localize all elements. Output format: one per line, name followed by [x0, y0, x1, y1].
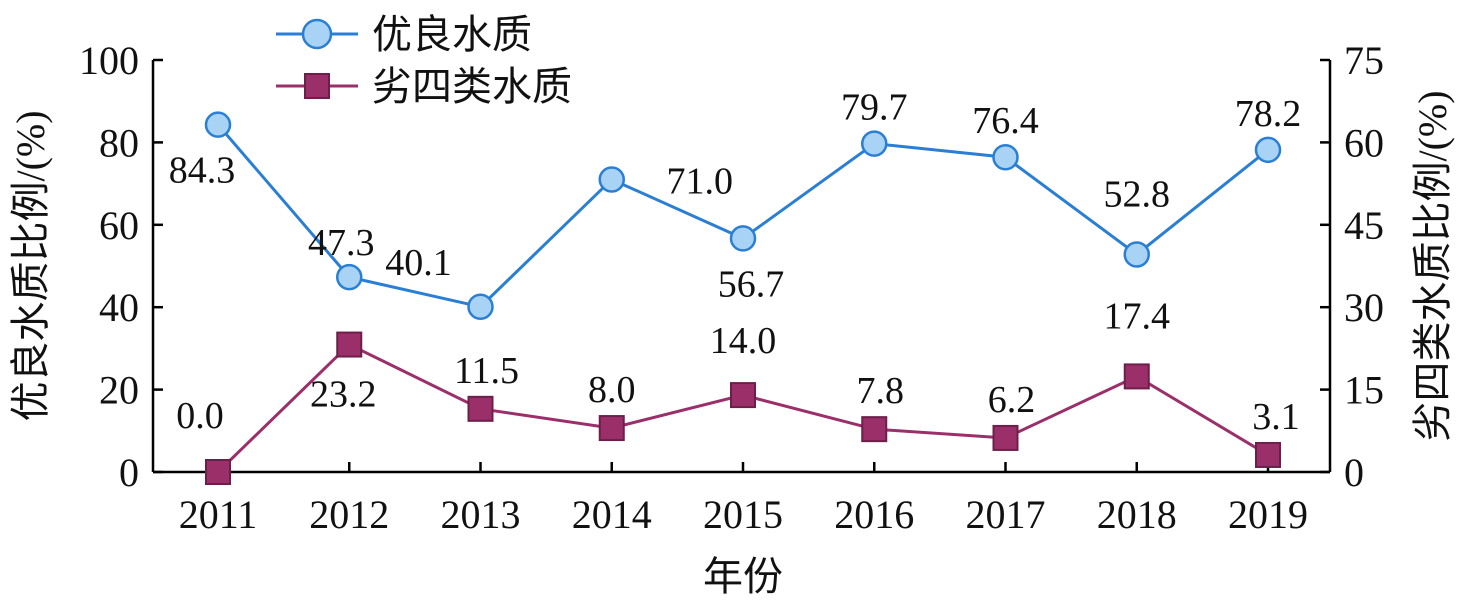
legend: 优良水质 劣四类水质: [276, 12, 572, 109]
data-point: [1123, 363, 1150, 390]
data-label: 79.7: [841, 87, 908, 129]
left-y-tick-label: 60: [99, 203, 139, 248]
data-label: 40.1: [385, 242, 452, 284]
data-label: 17.4: [1104, 295, 1171, 337]
x-tick-label: 2019: [1228, 492, 1308, 537]
right-y-tick-label: 30: [1344, 285, 1384, 330]
data-point: [598, 415, 625, 442]
series-layer: 84.3 47.3 40.1 71.0 56.7 79.7 76.4 52.8 78.2 0.0 2…: [169, 87, 1302, 485]
left-y-tick-label: 20: [99, 368, 139, 413]
legend-marker-good-quality: [301, 18, 333, 50]
data-point: [730, 382, 756, 409]
data-point: [1255, 441, 1281, 468]
data-label: 0.0: [176, 395, 224, 437]
data-label: 84.3: [169, 150, 236, 192]
data-point: [336, 263, 363, 291]
x-tick-label: 2013: [441, 492, 521, 537]
data-point: [336, 331, 363, 358]
data-point: [205, 459, 231, 485]
data-point: [861, 416, 888, 443]
data-label: 76.4: [972, 100, 1039, 142]
data-point: [992, 424, 1019, 451]
right-y-ticks: 0 15 30 45 60 75: [1320, 38, 1384, 495]
x-tick-label: 2011: [179, 492, 258, 537]
data-label: 71.0: [667, 160, 734, 202]
series-1: 0.0 23.2 11.5 8.0 14.0 7.8 6.2 17.4 3.1: [176, 295, 1300, 485]
data-point: [598, 166, 625, 193]
legend-label-good-quality: 优良水质: [372, 12, 532, 57]
series-0: 84.3 47.3 40.1 71.0 56.7 79.7 76.4 52.8 78.2: [169, 87, 1302, 321]
left-y-tick-label: 0: [119, 450, 139, 495]
data-label: 8.0: [588, 369, 636, 411]
x-tick-label: 2016: [834, 492, 914, 537]
x-tick-label: 2014: [572, 492, 652, 537]
data-label: 47.3: [308, 222, 375, 264]
left-y-tick-label: 40: [99, 285, 139, 330]
data-label: 14.0: [710, 320, 777, 362]
data-point: [1123, 241, 1150, 268]
data-label: 52.8: [1104, 173, 1171, 215]
left-y-axis-title: 优良水质比例/(%): [8, 110, 53, 421]
data-label: 11.5: [454, 350, 519, 392]
right-y-axis-title: 劣四类水质比例/(%): [1410, 90, 1455, 441]
data-label: 6.2: [988, 379, 1036, 421]
data-label: 56.7: [718, 263, 785, 305]
right-y-tick-label: 0: [1344, 450, 1364, 495]
data-label: 23.2: [310, 374, 377, 416]
data-label: 78.2: [1235, 93, 1302, 135]
legend-label-inferior-iv-quality: 劣四类水质: [372, 64, 572, 109]
right-y-tick-label: 60: [1344, 120, 1384, 165]
x-tick-label: 2017: [966, 492, 1046, 537]
left-y-tick-label: 80: [99, 120, 139, 165]
left-y-ticks: 0 20 40 60 80 100: [79, 38, 163, 495]
data-point: [1254, 136, 1282, 164]
x-tick-label: 2018: [1097, 492, 1177, 537]
x-axis-title: 年份: [703, 554, 783, 599]
legend-marker-inferior-iv-quality: [304, 73, 330, 99]
data-point: [992, 143, 1019, 171]
data-point: [729, 225, 757, 252]
right-y-tick-label: 45: [1344, 203, 1384, 248]
data-point: [467, 293, 494, 321]
data-label: 7.8: [857, 370, 905, 412]
right-y-tick-label: 15: [1344, 368, 1384, 413]
x-tick-label: 2015: [703, 492, 783, 537]
data-label: 3.1: [1252, 396, 1300, 438]
data-point: [467, 395, 494, 422]
left-y-tick-label: 100: [79, 38, 139, 83]
x-ticks: 2011 2012 2013 2014 2015 2016 2017 2018 2019: [179, 462, 1308, 537]
data-point: [204, 111, 232, 138]
x-tick-label: 2012: [309, 492, 389, 537]
data-point: [861, 130, 888, 157]
right-y-tick-label: 75: [1344, 38, 1384, 83]
